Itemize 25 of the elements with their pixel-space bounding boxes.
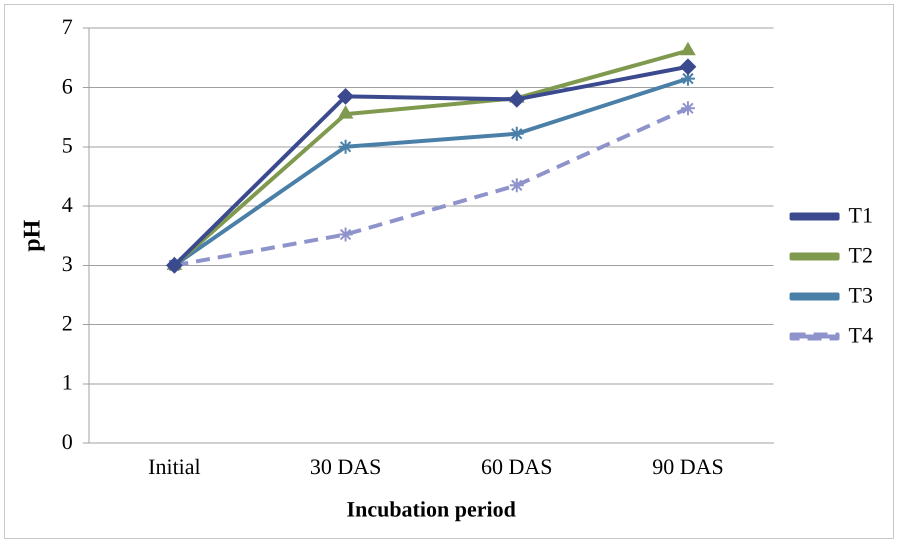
y-axis-title: pH bbox=[20, 219, 46, 252]
y-tick-label: 6 bbox=[62, 73, 73, 98]
x-tick-label: Initial bbox=[148, 454, 201, 480]
point bbox=[508, 91, 525, 108]
y-tick-label: 5 bbox=[62, 132, 73, 158]
y-tick-label: 2 bbox=[62, 310, 73, 336]
legend-label: T4 bbox=[848, 322, 874, 348]
point bbox=[680, 100, 696, 116]
y-tick-label: 1 bbox=[62, 370, 73, 395]
point bbox=[680, 58, 696, 75]
x-tick-label: 60 DAS bbox=[481, 454, 553, 480]
x-axis-title: Incubation period bbox=[346, 496, 516, 522]
x-tick-label: 30 DAS bbox=[310, 454, 382, 480]
y-tick-label: 3 bbox=[62, 251, 73, 276]
y-tick-label: 7 bbox=[62, 14, 73, 39]
point bbox=[680, 70, 696, 87]
y-tick-label: 0 bbox=[62, 428, 73, 454]
x-tick-label: 90 DAS bbox=[652, 454, 724, 480]
legend-label: T1 bbox=[848, 202, 874, 228]
legend-label: T2 bbox=[848, 242, 874, 268]
point bbox=[508, 177, 525, 194]
point bbox=[338, 226, 354, 243]
y-tick-label: 4 bbox=[62, 192, 73, 217]
point bbox=[338, 88, 354, 104]
legend-label: T3 bbox=[848, 282, 874, 308]
